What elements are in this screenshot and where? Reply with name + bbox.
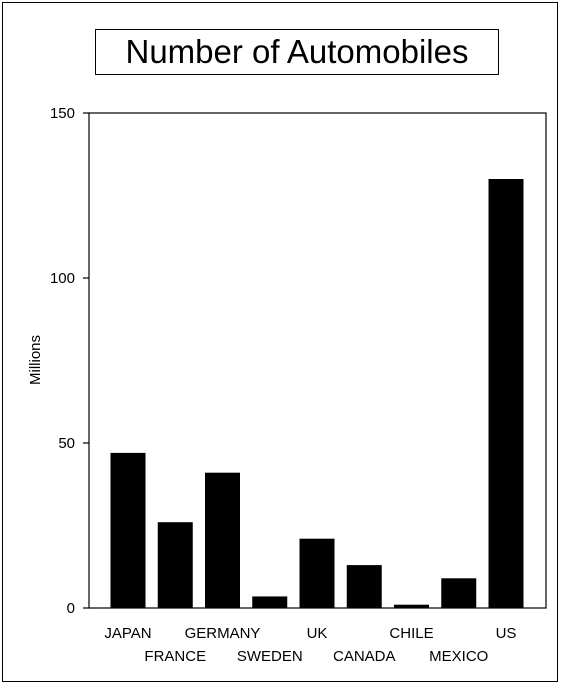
bar-uk xyxy=(299,538,335,608)
y-tick-label-0: 0 xyxy=(67,600,75,617)
x-tick-label-chile: CHILE xyxy=(389,625,433,642)
bar-chile xyxy=(394,604,429,608)
x-tick-label-mexico: MEXICO xyxy=(429,648,488,665)
bar-germany xyxy=(205,472,240,608)
x-tick-label-japan: JAPAN xyxy=(104,625,151,642)
chart-title-text: Number of Automobiles xyxy=(125,33,469,70)
plot-border xyxy=(88,112,547,609)
bar-japan xyxy=(110,452,146,608)
y-tick-label-100: 100 xyxy=(50,270,75,287)
x-tick-label-uk: UK xyxy=(307,625,328,642)
bar-mexico xyxy=(441,578,477,608)
bar-sweden xyxy=(252,596,288,608)
x-tick-label-canada: CANADA xyxy=(333,648,396,665)
chart-title: Number of Automobiles xyxy=(95,29,499,75)
x-tick-label-france: FRANCE xyxy=(144,648,206,665)
y-tick-label-150: 150 xyxy=(50,105,75,122)
y-axis-label: Millions xyxy=(27,335,44,385)
x-tick-label-germany: GERMANY xyxy=(185,625,261,642)
x-tick-label-us: US xyxy=(496,625,517,642)
x-tick-label-sweden: SWEDEN xyxy=(237,648,303,665)
bar-france xyxy=(157,522,193,608)
y-tick-label-50: 50 xyxy=(58,435,75,452)
bar-canada xyxy=(346,565,382,608)
bar-us xyxy=(488,179,524,608)
